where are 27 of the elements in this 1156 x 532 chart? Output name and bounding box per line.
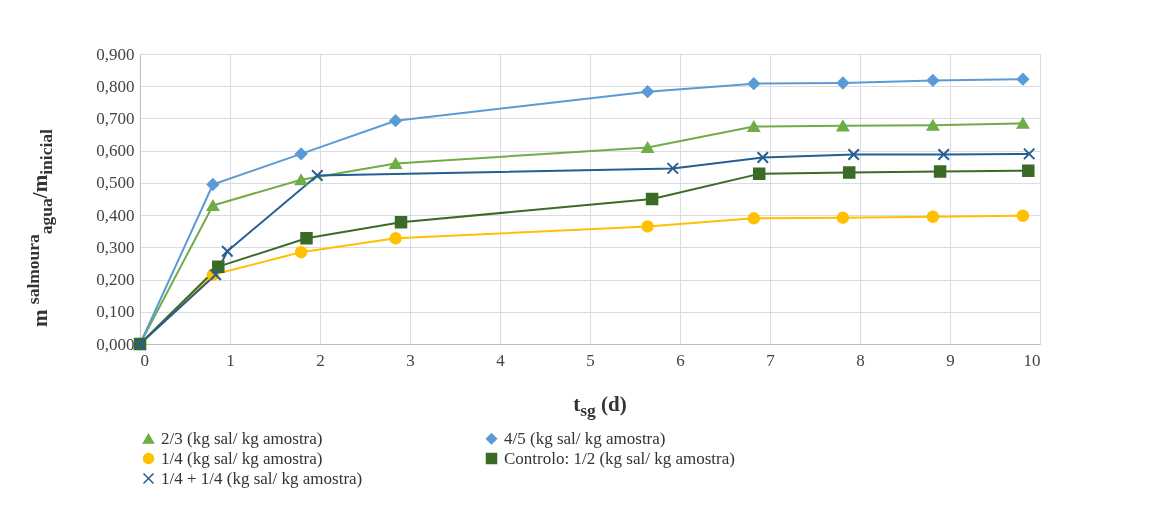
y-tick-label: 0,200 bbox=[96, 270, 135, 290]
y-tick-label: 0,400 bbox=[96, 205, 135, 225]
y-tick-label: 0,600 bbox=[96, 141, 135, 161]
legend-label: 1/4 (kg sal/ kg amostra) bbox=[161, 448, 323, 468]
x-tick-label: 6 bbox=[676, 350, 685, 370]
x-tick-label: 5 bbox=[586, 350, 595, 370]
legend-label: 2/3 (kg sal/ kg amostra) bbox=[161, 428, 323, 448]
y-tick-label: 0,100 bbox=[96, 302, 135, 322]
x-tick-label: 2 bbox=[316, 350, 325, 370]
x-tick-label: 0 bbox=[140, 350, 149, 370]
y-tick-label: 0,000 bbox=[96, 334, 135, 354]
y-tick-label: 0,800 bbox=[96, 76, 135, 96]
y-tick-label: 0,300 bbox=[96, 237, 135, 257]
legend-label: 1/4 + 1/4 (kg sal/ kg amostra) bbox=[161, 468, 363, 488]
legend-label: 4/5 (kg sal/ kg amostra) bbox=[504, 428, 666, 448]
x-tick-label: 10 bbox=[1023, 350, 1041, 370]
y-tick-label: 0,900 bbox=[96, 44, 135, 64]
y-tick-label: 0,700 bbox=[96, 108, 135, 128]
x-tick-label: 8 bbox=[856, 350, 865, 370]
x-axis-title: t$_{sg}$ (d) bbox=[573, 392, 627, 422]
x-tick-label: 9 bbox=[946, 350, 955, 370]
x-tick-label: 7 bbox=[766, 350, 776, 370]
x-tick-label: 4 bbox=[496, 350, 506, 370]
x-tick-label: 3 bbox=[406, 350, 415, 370]
legend-label: Controlo: 1/2 (kg sal/ kg amostra) bbox=[504, 448, 735, 468]
y-tick-label: 0,500 bbox=[96, 173, 135, 193]
x-tick-label: 1 bbox=[226, 350, 235, 370]
